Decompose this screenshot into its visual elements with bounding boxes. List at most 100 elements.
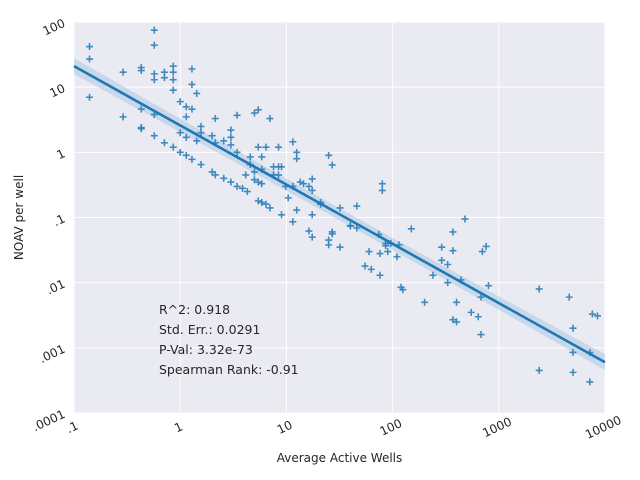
data-point-134: [449, 228, 457, 236]
data-point-40: [208, 132, 216, 140]
data-point-111: [361, 262, 369, 270]
data-point-34: [188, 155, 196, 163]
data-point-102: [328, 161, 336, 169]
data-point-52: [233, 148, 241, 156]
data-point-80: [278, 211, 286, 219]
data-point-45: [220, 137, 228, 145]
data-point-76: [275, 143, 283, 151]
data-point-30: [182, 151, 190, 159]
data-point-149: [535, 366, 543, 374]
data-point-29: [182, 133, 190, 141]
data-point-157: [594, 312, 602, 320]
data-point-2: [86, 93, 94, 101]
data-point-108: [346, 222, 354, 230]
data-point-147: [485, 282, 493, 290]
y-tick-label-6: 100: [41, 16, 68, 38]
x-tick-label-2: 10: [275, 418, 295, 437]
data-point-56: [243, 188, 251, 196]
data-point-120: [382, 242, 390, 250]
data-point-23: [169, 143, 177, 151]
stat-annotation-3: Spearman Rank: -0.91: [159, 362, 299, 377]
data-point-38: [197, 129, 205, 137]
data-point-137: [453, 298, 461, 306]
y-tick-label-0: .0001: [30, 407, 67, 434]
data-point-44: [211, 171, 219, 179]
data-point-123: [393, 253, 401, 261]
data-point-133: [444, 279, 452, 287]
data-point-69: [258, 198, 266, 206]
data-point-132: [444, 261, 452, 269]
data-point-63: [254, 143, 262, 151]
data-point-110: [353, 224, 361, 232]
data-point-82: [284, 194, 292, 202]
stat-annotation-2: P-Val: 3.32e-73: [159, 342, 253, 357]
data-point-15: [150, 132, 158, 140]
data-point-19: [169, 62, 177, 70]
data-point-68: [258, 180, 266, 188]
data-point-61: [250, 176, 258, 184]
data-point-35: [193, 89, 201, 97]
regression-line-layer: [73, 65, 606, 364]
data-point-6: [137, 67, 145, 75]
data-point-3: [119, 68, 127, 76]
data-point-96: [308, 211, 316, 219]
data-point-153: [569, 368, 577, 376]
y-tick-label-5: 10: [48, 81, 68, 100]
data-point-85: [289, 218, 297, 226]
data-point-7: [137, 105, 145, 113]
x-tick-label-0: .1: [64, 419, 80, 437]
y-tick-label-4: 1: [54, 146, 67, 162]
data-point-9: [137, 125, 145, 133]
y-tick-label-1: .001: [37, 342, 67, 366]
data-point-54: [238, 184, 246, 192]
data-point-91: [305, 182, 313, 190]
data-point-129: [429, 271, 437, 279]
data-point-117: [378, 180, 386, 188]
data-point-99: [325, 151, 333, 159]
data-point-126: [399, 286, 407, 294]
data-point-46: [220, 174, 228, 182]
data-point-70: [262, 143, 270, 151]
data-point-28: [182, 113, 190, 121]
data-point-57: [246, 153, 254, 161]
data-point-152: [569, 348, 577, 356]
data-point-24: [176, 98, 184, 106]
data-point-0: [86, 43, 94, 51]
data-point-95: [308, 233, 316, 241]
data-point-12: [150, 70, 158, 78]
data-point-93: [308, 175, 316, 183]
x-tick-label-4: 1000: [480, 415, 514, 441]
x-tick-labels: .1 1 10 100 1000 10000: [64, 413, 623, 442]
data-point-27: [182, 103, 190, 111]
data-point-20: [169, 68, 177, 76]
data-point-127: [407, 225, 415, 233]
data-point-118: [378, 186, 386, 194]
data-point-25: [176, 129, 184, 137]
data-point-116: [376, 271, 384, 279]
data-point-42: [211, 115, 219, 123]
data-point-92: [305, 227, 313, 235]
data-point-21: [169, 76, 177, 84]
data-point-39: [197, 161, 205, 169]
data-point-86: [293, 148, 301, 156]
data-point-1: [86, 55, 94, 63]
data-point-105: [336, 204, 344, 212]
data-point-71: [262, 200, 270, 208]
data-point-136: [449, 316, 457, 324]
data-point-31: [188, 65, 196, 73]
data-point-101: [325, 241, 333, 249]
data-point-115: [376, 250, 384, 258]
data-point-143: [477, 293, 485, 301]
data-point-156: [588, 310, 596, 318]
data-point-150: [565, 293, 573, 301]
data-point-109: [353, 202, 361, 210]
regression-line: [73, 65, 606, 364]
data-point-50: [227, 178, 235, 186]
x-axis-label: Average Active Wells: [277, 451, 403, 465]
data-point-142: [474, 313, 482, 321]
x-tick-label-1: 1: [172, 419, 185, 435]
data-point-138: [453, 318, 461, 326]
data-point-94: [308, 186, 316, 194]
data-point-88: [293, 206, 301, 214]
